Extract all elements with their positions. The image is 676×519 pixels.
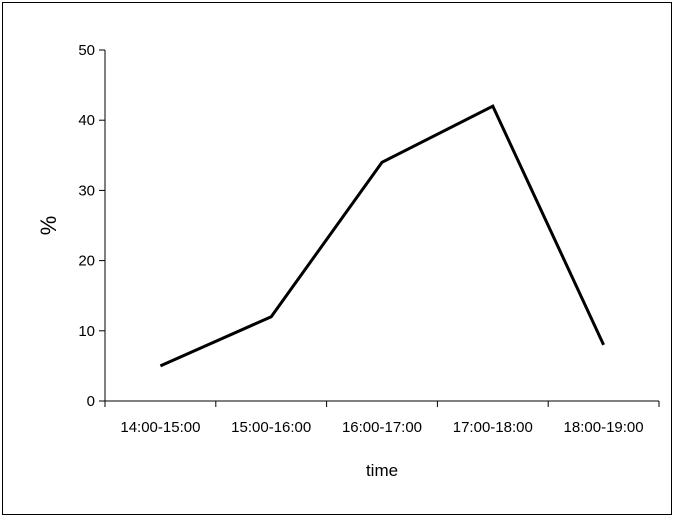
y-tick-label: 40: [78, 112, 95, 129]
y-tick-label: 50: [78, 42, 95, 59]
y-tick-label: 30: [78, 182, 95, 199]
x-tick-label: 18:00-19:00: [564, 419, 644, 436]
y-axis: 0 10 20 30 40 50: [78, 42, 106, 410]
x-tick-label: 15:00-16:00: [231, 419, 311, 436]
series-line: [159, 104, 605, 368]
x-tick-label: 14:00-15:00: [120, 419, 200, 436]
x-tick-label: 16:00-17:00: [342, 419, 422, 436]
y-tick-label: 0: [87, 393, 95, 410]
y-axis-title: %: [36, 216, 61, 236]
y-tick-label: 10: [78, 323, 95, 340]
x-axis: 14:00-15:00 15:00-16:00 16:00-17:00 17:00-1…: [104, 400, 660, 436]
chart-frame: [2, 2, 672, 515]
x-axis-title: time: [366, 461, 398, 480]
series-layer: [159, 104, 605, 368]
x-tick-label: 17:00-18:00: [453, 419, 533, 436]
y-tick-label: 20: [78, 253, 95, 270]
